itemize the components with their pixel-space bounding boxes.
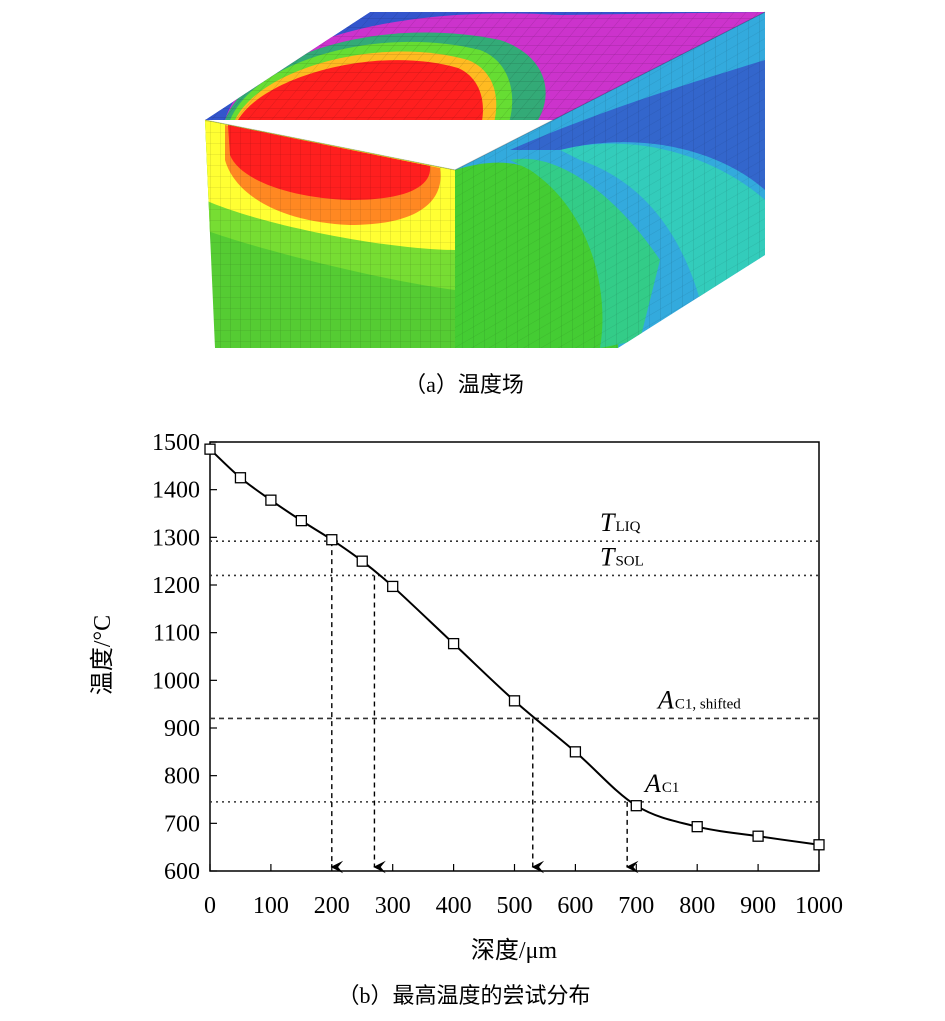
- data-point: [204, 443, 216, 455]
- reference-lines: [210, 540, 819, 803]
- y-tick-label: 1200: [152, 573, 200, 599]
- y-tick-label: 900: [164, 716, 200, 742]
- x-tick-label: 800: [679, 893, 715, 919]
- x-tick-label: 100: [253, 893, 289, 919]
- y-axis-ticks: 600 700 800 900 1000 1100 1200 1300 1400 1500: [152, 430, 217, 885]
- data-point: [265, 494, 277, 506]
- x-tick-label: 0: [204, 893, 216, 919]
- data-point: [752, 830, 764, 842]
- caption-a: （a）温度场: [404, 372, 524, 397]
- data-point: [387, 580, 399, 593]
- data-point: [508, 695, 521, 707]
- y-tick-label: 1000: [152, 668, 200, 694]
- caption-b: （b）最高温度的尝试分布: [337, 983, 590, 1008]
- y-tick-label: 800: [164, 764, 200, 790]
- max-temperature-chart: 0 100 200 300 400 500 600 700 800 900 1000 600 700 8…: [89, 430, 843, 964]
- x-tick-label: 900: [740, 893, 776, 919]
- x-tick-label: 300: [375, 893, 411, 919]
- field-front-face: [205, 120, 455, 348]
- x-axis-label: 深度/μm: [471, 937, 558, 964]
- reference-label: TLIQ: [600, 508, 641, 537]
- y-tick-label: 1500: [152, 430, 200, 456]
- data-point: [326, 534, 338, 546]
- data-point: [234, 472, 247, 484]
- x-tick-label: 700: [618, 893, 654, 919]
- temperature-field-render: [204, 11, 766, 348]
- y-tick-label: 1400: [152, 478, 200, 504]
- temperature-curve: [209, 448, 820, 846]
- x-tick-label: 1000: [795, 893, 843, 919]
- data-point: [630, 800, 642, 812]
- plot-frame: [209, 441, 820, 872]
- data-markers: [204, 443, 825, 851]
- x-tick-label: 600: [557, 893, 593, 919]
- y-tick-label: 700: [164, 811, 200, 837]
- reference-label: AC1, shifted: [656, 685, 741, 714]
- data-point: [295, 515, 308, 527]
- x-tick-label: 400: [436, 893, 472, 919]
- y-tick-label: 600: [164, 859, 200, 885]
- reference-label: AC1: [643, 769, 679, 798]
- data-point: [691, 821, 703, 833]
- data-point: [356, 555, 368, 567]
- data-point: [569, 746, 582, 758]
- y-axis-label: 温度/°C: [89, 615, 116, 695]
- y-tick-label: 1300: [152, 525, 200, 551]
- x-axis-ticks: 0 100 200 300 400 500 600 700 800 900 1000: [204, 864, 843, 919]
- x-tick-label: 500: [497, 893, 533, 919]
- reference-label: TSOL: [600, 542, 644, 571]
- data-point: [447, 637, 460, 650]
- y-tick-label: 1100: [153, 621, 200, 647]
- x-tick-label: 200: [314, 893, 350, 919]
- data-point: [813, 839, 825, 851]
- depth-arrows: [330, 541, 639, 874]
- reference-labels: TLIQ TSOL AC1, shifted AC1: [600, 508, 741, 798]
